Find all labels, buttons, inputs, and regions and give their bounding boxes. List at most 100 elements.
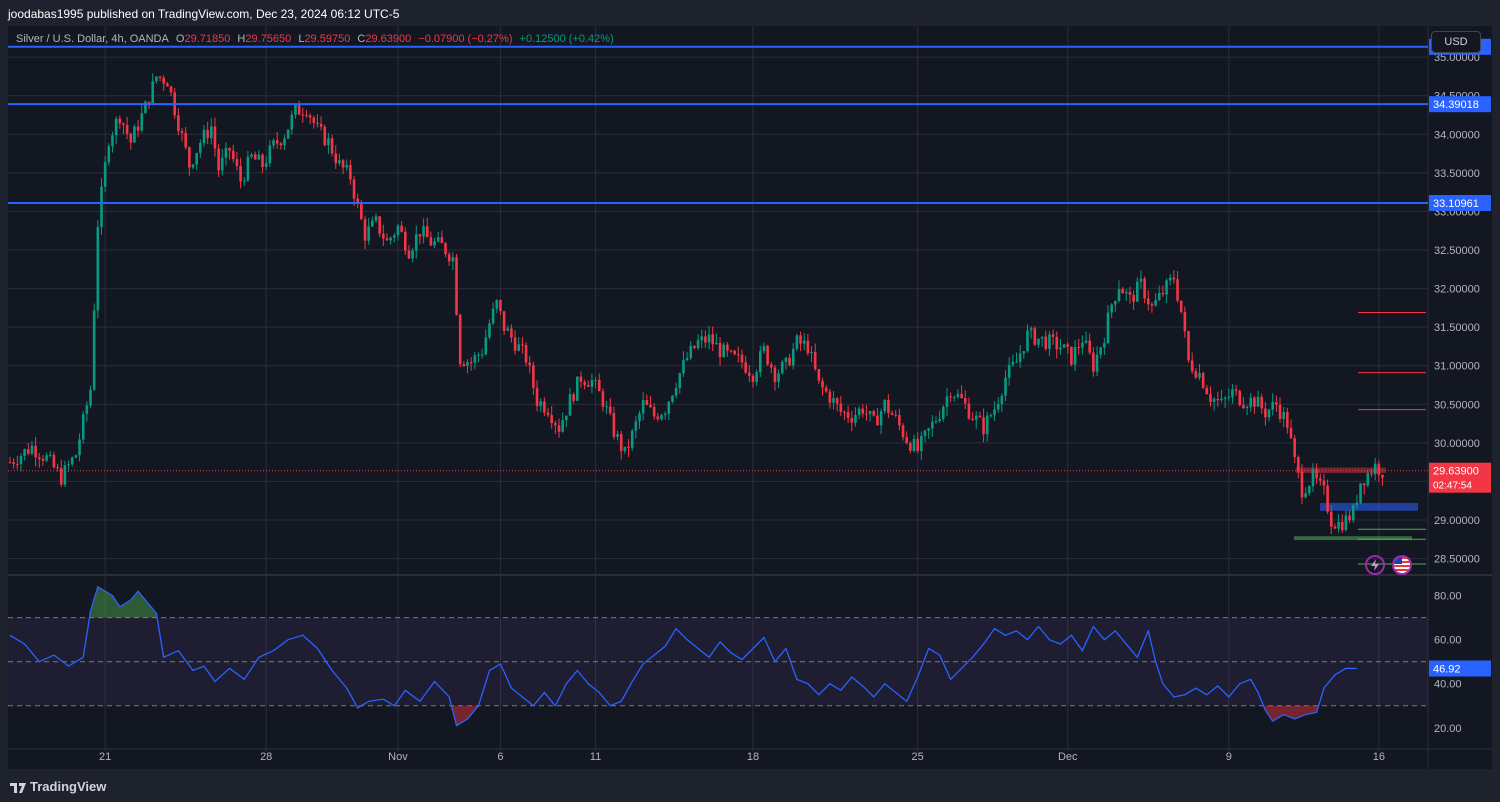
candle-down (806, 340, 810, 354)
price-chart[interactable]: 28.5000029.0000029.5000030.0000030.50000… (8, 26, 1492, 769)
candle-down (323, 126, 327, 146)
candle-down (16, 463, 19, 465)
candle-up (246, 156, 250, 181)
candle-down (901, 425, 905, 438)
candle-down (1286, 412, 1289, 428)
candle-up (1355, 502, 1359, 506)
candle-up (114, 118, 118, 136)
candle-down (572, 394, 575, 401)
candle-up (938, 418, 941, 421)
candle-down (341, 160, 345, 168)
currency-button[interactable]: USD (1431, 31, 1481, 53)
candle-down (349, 165, 352, 180)
candle-down (1128, 291, 1132, 295)
candle-up (96, 226, 100, 311)
candle-up (436, 237, 440, 242)
candle-up (210, 126, 213, 139)
candle-up (257, 154, 261, 160)
candle-down (601, 391, 605, 407)
price-tick-label: 31.50000 (1434, 322, 1480, 334)
candle-up (1135, 281, 1139, 302)
candle-up (345, 165, 349, 168)
candle-down (1088, 340, 1091, 353)
candle-down (1340, 521, 1344, 531)
candle-up (594, 379, 597, 381)
candle-up (920, 435, 923, 451)
candle-up (1311, 469, 1315, 487)
candle-up (707, 334, 711, 343)
candle-down (1033, 328, 1037, 345)
candle-down (217, 148, 220, 171)
candle-up (327, 138, 330, 146)
grid-layer (8, 26, 1492, 769)
candle-up (1304, 493, 1307, 498)
rsi-value-label: 46.92 (1433, 663, 1461, 675)
candle-down (963, 397, 967, 404)
candle-up (1095, 354, 1099, 372)
legend-extra: +0.12500 (+0.42%) (519, 33, 614, 45)
candle-up (568, 394, 572, 416)
candle-down (162, 77, 166, 84)
candle-up (1271, 402, 1274, 410)
candle-up (868, 411, 872, 414)
candle-up (389, 237, 392, 241)
candle-up (1245, 407, 1249, 409)
candle-down (1315, 469, 1318, 479)
candle-up (671, 395, 674, 402)
candle-down (1161, 292, 1165, 295)
candle-down (429, 237, 433, 246)
candle-down (469, 362, 473, 364)
candle-up (1000, 395, 1004, 404)
candle-down (1176, 279, 1179, 301)
candle-up (506, 328, 510, 331)
candle-up (140, 113, 144, 131)
candle-down (528, 362, 532, 366)
us-flag-icon[interactable] (1392, 555, 1412, 575)
candle-down (1260, 396, 1264, 409)
candle-up (144, 101, 147, 114)
candle-up (1026, 330, 1029, 352)
candle-down (297, 104, 301, 115)
tradingview-logo[interactable]: TradingView (10, 779, 106, 794)
candle-down (1381, 474, 1384, 478)
candle-up (722, 344, 725, 358)
candle-down (824, 387, 828, 392)
candle-down (554, 422, 557, 426)
candle-down (1318, 478, 1322, 481)
candle-down (319, 123, 323, 127)
candle-up (1029, 328, 1033, 331)
candle-down (949, 396, 952, 398)
candle-up (883, 399, 887, 412)
candle-down (253, 154, 257, 160)
candle-up (576, 376, 579, 401)
legend-high-label: H (237, 33, 246, 45)
candle-up (264, 163, 268, 168)
candle-up (616, 433, 619, 437)
candle-down (41, 458, 45, 461)
candle-down (898, 415, 901, 426)
candle-down (813, 351, 817, 370)
candle-up (1117, 289, 1121, 302)
candle-up (1337, 521, 1340, 529)
candle-up (674, 388, 678, 396)
candle-down (403, 231, 407, 251)
candle-up (810, 351, 813, 354)
candle-up (1110, 304, 1113, 313)
flag-glyph (1394, 557, 1410, 573)
candle-down (645, 400, 649, 405)
candle-down (861, 408, 865, 414)
candle-up (1165, 280, 1168, 295)
lightning-icon[interactable] (1365, 555, 1385, 575)
candle-down (118, 118, 122, 124)
candle-up (923, 430, 927, 436)
candle-up (985, 415, 989, 435)
candle-down (835, 398, 839, 404)
candle-up (784, 357, 788, 362)
candle-down (729, 350, 733, 352)
time-tick-label: Dec (1058, 751, 1078, 763)
candle-down (817, 369, 821, 381)
candle-up (561, 420, 564, 432)
candle-up (1359, 483, 1362, 503)
candle-down (579, 376, 583, 382)
zone-layer (1294, 467, 1418, 541)
